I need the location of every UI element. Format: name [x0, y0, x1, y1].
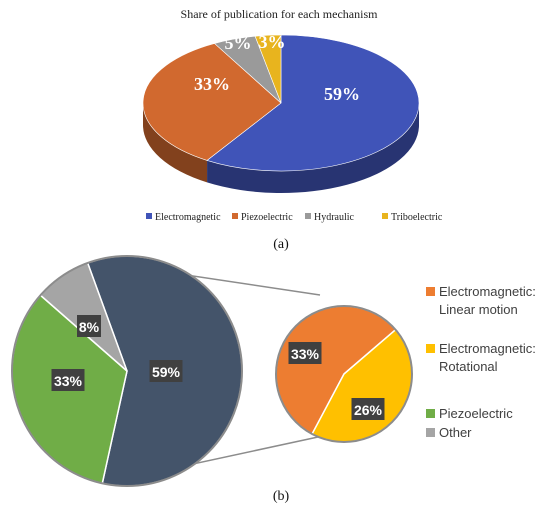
pie-a-label-electromagnetic: 59% — [324, 84, 360, 104]
legend-a-swatch-hydraulic — [305, 213, 311, 219]
pie-a-label-hydraulic: 5% — [225, 33, 252, 53]
legend-b-label-electromagnetic-linear-motion: Electromagnetic: — [439, 284, 536, 299]
legend-a-swatch-piezoelectric — [232, 213, 238, 219]
pie-a-label-piezoelectric: 33% — [194, 74, 230, 94]
pie-b-label-box-piezoelectric — [51, 369, 85, 391]
pie-a-label-triboelectric: 3% — [259, 32, 286, 52]
chart-b-secondary-pie: 33% 26% — [275, 305, 413, 443]
chart-a-pie: 59% 33% 5% 3% — [142, 32, 420, 193]
legend-b-label-electromagnetic-rotational: Electromagnetic: — [439, 341, 536, 356]
legend-a-label-electromagnetic: Electromagnetic — [155, 212, 221, 223]
legend-b-label-piezoelectric: Piezoelectric — [439, 406, 513, 421]
chart-a-caption: (a) — [273, 237, 289, 252]
pie-b-label-piezoelectric: 33% — [54, 373, 83, 389]
pie-b2-label-box-electromagnetic-rotational — [351, 398, 385, 420]
legend-b-swatch-electromagnetic-rotational — [426, 344, 435, 353]
chart-b-legend: Electromagnetic: Linear motion Electromagn… — [426, 284, 536, 440]
pie-b2-label-electromagnetic-linear-motion: 33% — [291, 346, 320, 362]
legend-b-label-line2-linear-motion: Linear motion — [439, 302, 518, 317]
pie-b2-label-box-electromagnetic-linear-motion — [288, 342, 322, 364]
legend-a-label-hydraulic: Hydraulic — [314, 212, 355, 223]
pie-b-label-other: 8% — [79, 319, 100, 335]
chart-a-title: Share of publication for each mechanism — [181, 7, 379, 21]
legend-b-swatch-piezoelectric — [426, 409, 435, 418]
chart-b-caption: (b) — [273, 489, 290, 504]
pie-b-outline — [11, 255, 243, 487]
pie-a-slice-electromagnetic — [206, 34, 420, 172]
legend-a-label-piezoelectric: Piezoelectric — [241, 212, 293, 223]
chart-a-legend: Electromagnetic Piezoelectric Hydraulic Tri… — [146, 212, 443, 223]
legend-b-swatch-other — [426, 428, 435, 437]
pie-b-label-box-other — [77, 315, 101, 337]
chart-b-main-pie: 59% 33% 8% — [11, 255, 243, 487]
pie-b2-label-electromagnetic-rotational: 26% — [354, 402, 383, 418]
pie-a-slice-triboelectric — [254, 34, 282, 104]
pie-a-slice-piezoelectric — [142, 43, 282, 161]
legend-a-swatch-electromagnetic — [146, 213, 152, 219]
legend-b-swatch-electromagnetic-linear-motion — [426, 287, 435, 296]
pie-b-label-electromagnetic: 59% — [152, 364, 181, 380]
legend-a-label-triboelectric: Triboelectric — [391, 212, 443, 223]
pie-b-label-box-electromagnetic — [149, 360, 183, 382]
legend-b-label-line2-rotational: Rotational — [439, 359, 498, 374]
chart-a: Share of publication for each mechanism … — [142, 7, 443, 252]
pie-b2-outline — [275, 305, 413, 443]
legend-b-label-other: Other — [439, 425, 472, 440]
legend-a-swatch-triboelectric — [382, 213, 388, 219]
pie-a-side-piezoelectric — [143, 103, 208, 183]
chart-b: 59% 33% 8% 33% 26% Electromagnetic: Linear m… — [11, 255, 536, 504]
